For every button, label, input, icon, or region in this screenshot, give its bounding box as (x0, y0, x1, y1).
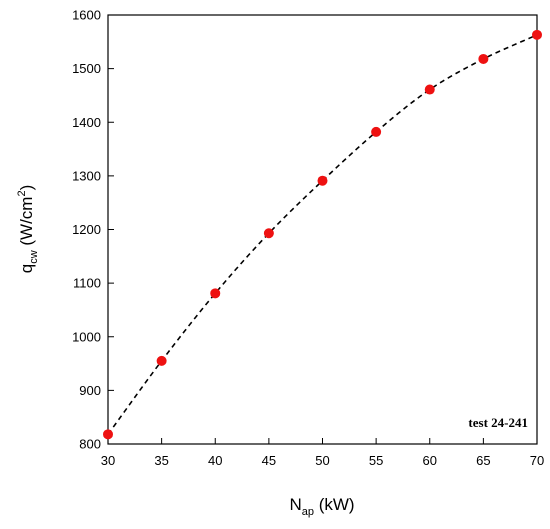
data-point (317, 175, 328, 186)
data-point (103, 429, 113, 440)
x-tick-label: 35 (154, 453, 168, 468)
y-tick-label: 800 (79, 437, 101, 452)
fit-curve (107, 34, 538, 435)
x-tick-label: 55 (369, 453, 383, 468)
data-point (156, 355, 167, 366)
x-tick-label: 30 (101, 453, 115, 468)
x-tick-label: 65 (476, 453, 490, 468)
y-tick-label: 1500 (72, 61, 101, 76)
y-axis-ticks: 800 900 1000 1100 1200 1300 1400 1500 1600 (72, 8, 114, 452)
data-points (103, 29, 542, 440)
y-tick-label: 1300 (72, 168, 101, 183)
x-axis-title: Nap (kW) (289, 495, 354, 518)
x-tick-label: 50 (315, 453, 329, 468)
y-tick-label: 1000 (72, 329, 101, 344)
data-point (478, 53, 489, 64)
y-tick-label: 1100 (73, 276, 101, 291)
x-tick-label: 60 (423, 453, 437, 468)
y-tick-label: 900 (79, 383, 101, 398)
x-tick-label: 70 (530, 453, 544, 468)
x-axis-ticks: 30 35 40 45 50 55 60 65 70 (101, 438, 544, 468)
data-point (371, 126, 382, 137)
data-point (532, 29, 542, 40)
annotation-label: test 24-241 (468, 415, 528, 430)
x-tick-label: 45 (262, 453, 276, 468)
y-tick-label: 1600 (72, 8, 101, 23)
y-tick-label: 1200 (72, 222, 101, 237)
x-tick-label: 40 (208, 453, 222, 468)
data-point (424, 84, 435, 95)
y-axis-title: qcw (W/cm2) (16, 185, 40, 274)
plot-frame (107, 14, 538, 445)
data-point (263, 228, 274, 239)
data-point (210, 288, 221, 299)
y-tick-label: 1400 (72, 115, 101, 130)
